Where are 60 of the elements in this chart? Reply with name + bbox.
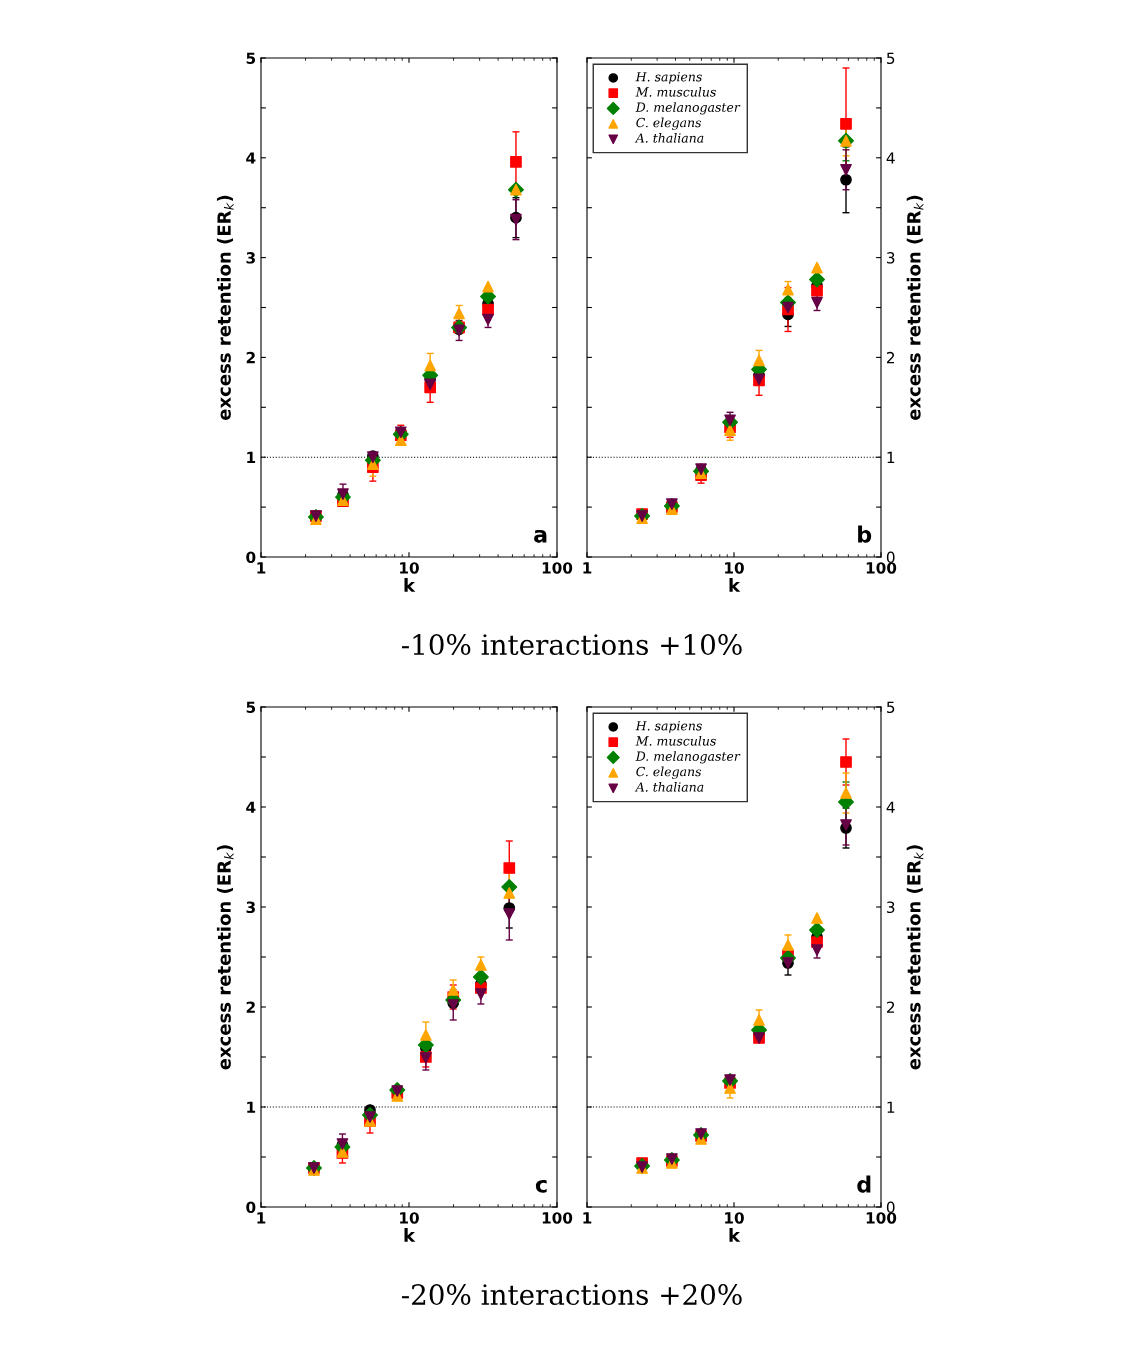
y2-tick-label: 1 xyxy=(887,451,895,463)
x-axis-title: k xyxy=(729,1228,741,1242)
y2-axis-title: excess retention (ER$_{k}$) xyxy=(906,195,924,421)
annotation: a xyxy=(534,529,547,543)
annotation: b xyxy=(858,525,872,543)
x-tick-label: 10 xyxy=(725,562,744,574)
text: -10% interactions +10% xyxy=(401,634,742,656)
x-tick-label: 100 xyxy=(866,562,897,574)
x-tick-label: 10 xyxy=(400,1212,419,1224)
y-tick-label: 4 xyxy=(246,152,256,164)
y-tick-label: 3 xyxy=(246,252,255,264)
text: -20% interactions +20% xyxy=(401,1284,742,1306)
x-tick-label: 1 xyxy=(583,1212,592,1224)
y2-tick-label: 5 xyxy=(887,701,895,714)
y2-tick-label: 3 xyxy=(887,252,895,264)
x-tick-label: 100 xyxy=(542,1212,573,1224)
y-tick-label: 2 xyxy=(246,1001,255,1013)
legend-label: C. elegans xyxy=(636,117,702,130)
y2-tick-label: 5 xyxy=(887,52,895,65)
x-axis-title: k xyxy=(404,578,416,592)
legend-label: D. melanogaster xyxy=(635,102,741,115)
annotation: d xyxy=(857,1175,871,1193)
x-axis-title: k xyxy=(404,1228,416,1242)
y-tick-label: 3 xyxy=(246,901,255,914)
y-tick-label: 5 xyxy=(246,701,256,714)
legend-label: H. sapiens xyxy=(635,72,702,84)
legend-label: A. thaliana xyxy=(634,133,704,143)
y2-tick-label: 2 xyxy=(886,1001,895,1013)
legend-label: H. sapiens xyxy=(635,721,702,733)
y2-tick-label: 1 xyxy=(887,1101,895,1113)
annotation: c xyxy=(535,1179,547,1193)
y-tick-label: 1 xyxy=(247,451,256,463)
x-tick-label: 1 xyxy=(257,1212,266,1224)
x-tick-label: 1 xyxy=(257,562,266,574)
y2-tick-label: 4 xyxy=(886,152,895,164)
x-axis-title: k xyxy=(729,578,741,592)
legend-label: D. melanogaster xyxy=(635,751,741,764)
y2-tick-label: 0 xyxy=(886,551,895,564)
y-axis-title: excess retention (ER$_{k}$) xyxy=(216,195,234,421)
x-tick-label: 10 xyxy=(725,1212,744,1224)
legend-label: M. musculus xyxy=(635,86,716,97)
legend-label: A. thaliana xyxy=(634,782,704,792)
y2-tick-label: 3 xyxy=(887,901,895,914)
y2-tick-label: 2 xyxy=(886,351,895,364)
y-tick-label: 5 xyxy=(246,52,256,65)
y-tick-label: 1 xyxy=(247,1101,256,1113)
y2-tick-label: 4 xyxy=(886,801,895,813)
x-tick-label: 100 xyxy=(542,562,573,574)
x-tick-label: 100 xyxy=(866,1212,897,1224)
x-tick-label: 1 xyxy=(583,562,592,574)
y-tick-label: 4 xyxy=(246,801,256,813)
y-tick-label: 2 xyxy=(246,351,255,364)
y-tick-label: 0 xyxy=(246,551,256,564)
y-tick-label: 0 xyxy=(246,1201,256,1214)
legend-label: M. musculus xyxy=(635,735,716,746)
y2-axis-title: excess retention (ER$_{k}$) xyxy=(906,845,924,1070)
legend-label: C. elegans xyxy=(636,766,702,779)
y-axis-title: excess retention (ER$_{k}$) xyxy=(216,845,234,1070)
x-tick-label: 10 xyxy=(400,562,419,574)
y2-tick-label: 0 xyxy=(886,1201,895,1214)
